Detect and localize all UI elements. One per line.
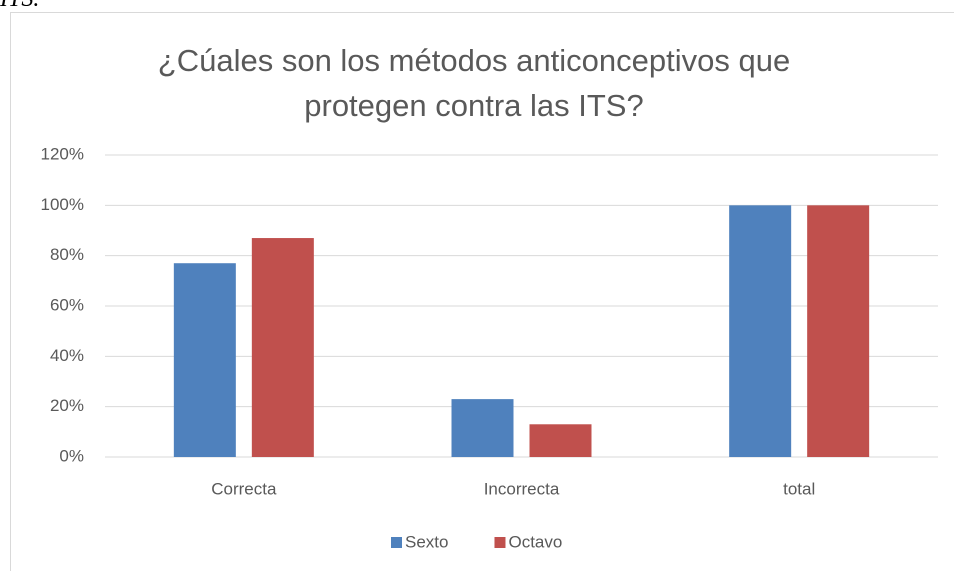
- bar: [173, 263, 236, 457]
- x-tick-label: total: [783, 479, 815, 498]
- y-tick-label: 80%: [50, 245, 84, 264]
- x-tick-label: Correcta: [211, 479, 277, 498]
- bar: [729, 205, 792, 457]
- bar: [451, 399, 514, 457]
- legend-swatch: [494, 537, 506, 548]
- y-tick-label: 100%: [41, 195, 84, 214]
- chart-border: [10, 12, 954, 571]
- bar: [807, 205, 870, 457]
- bar: [529, 424, 592, 457]
- legend-swatch: [391, 537, 402, 548]
- y-tick-label: 120%: [41, 144, 84, 163]
- y-tick-label: 0%: [59, 446, 84, 465]
- y-tick-label: 60%: [50, 295, 84, 314]
- y-tick-label: 40%: [50, 346, 84, 365]
- y-tick-label: 20%: [50, 396, 84, 415]
- legend-label: Octavo: [508, 532, 562, 551]
- chart-title: ¿Cúales son los métodos anticonceptivos …: [157, 43, 791, 123]
- legend-label: Sexto: [405, 532, 448, 551]
- bar: [251, 238, 314, 457]
- x-tick-label: Incorrecta: [484, 479, 560, 498]
- caption-fragment: ITS.: [0, 0, 39, 13]
